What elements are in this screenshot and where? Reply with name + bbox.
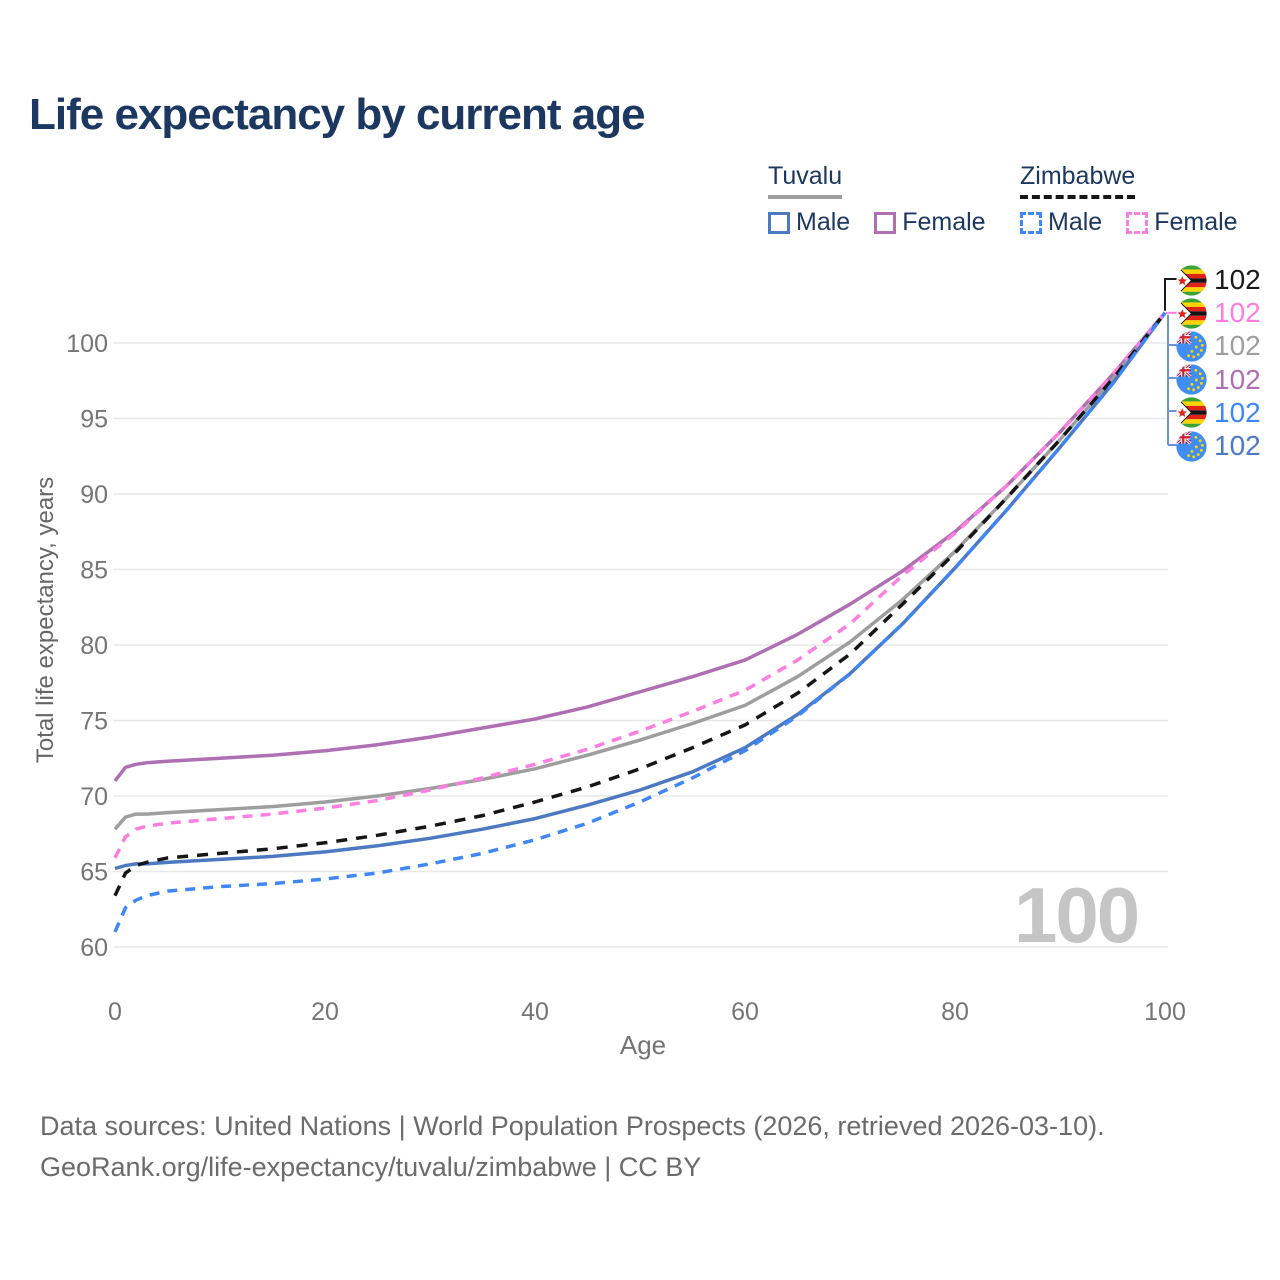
page-title: Life expectancy by current age xyxy=(29,90,646,139)
series-line-zimbabwe-both-sexes[interactable] xyxy=(113,311,1167,897)
series-line-tuvalu-female[interactable] xyxy=(113,311,1167,782)
series-line-zimbabwe-male[interactable] xyxy=(113,311,1167,933)
legend-label: Male xyxy=(1048,208,1103,236)
zimbabwe-male-swatch-icon xyxy=(1020,211,1042,234)
leader-line-black xyxy=(1164,278,1177,311)
tuvalu-flag-icon xyxy=(1176,331,1207,362)
x-tick-label: 100 xyxy=(1144,998,1186,1026)
legend-item-tuvalu-female[interactable]: Female xyxy=(874,208,986,237)
end-label-value: 102 xyxy=(1214,330,1261,362)
legend-label: Female xyxy=(1154,208,1238,236)
y-tick-label: 95 xyxy=(80,406,108,434)
zimbabwe-flag-icon xyxy=(1176,397,1207,428)
x-tick-label: 80 xyxy=(941,998,969,1026)
legend-label: Male xyxy=(796,208,851,236)
y-tick-label: 100 xyxy=(66,330,108,358)
footer: Data sources: United Nations | World Pop… xyxy=(40,1106,1105,1188)
zimbabwe-female-swatch-icon xyxy=(1126,211,1149,234)
end-label-value: 102 xyxy=(1214,430,1261,461)
end-label-row-tuvalu[interactable]: 102 xyxy=(1176,429,1261,463)
end-label-row-zimbabwe[interactable]: 102 xyxy=(1176,263,1261,297)
y-tick-label: 80 xyxy=(80,632,108,660)
y-axis-title: Total life expectancy, years xyxy=(32,476,59,764)
end-label-row-tuvalu[interactable]: 102 xyxy=(1176,363,1261,397)
end-label-row-zimbabwe[interactable]: 102 xyxy=(1176,296,1261,330)
legend-title-zimbabwe[interactable]: Zimbabwe xyxy=(1020,162,1136,199)
y-tick-label: 70 xyxy=(80,783,108,811)
end-label-value: 102 xyxy=(1214,264,1261,295)
leader-bracket-blue xyxy=(1167,314,1177,446)
end-label-value: 102 xyxy=(1214,396,1261,428)
legend-item-tuvalu-male[interactable]: Male xyxy=(768,208,850,237)
footer-url[interactable]: GeoRank.org/life-expectancy/tuvalu/zimba… xyxy=(40,1152,702,1182)
series-line-tuvalu-both-sexes[interactable] xyxy=(113,311,1167,831)
end-label-row-zimbabwe[interactable]: 102 xyxy=(1176,396,1261,430)
legend-group-tuvalu: Tuvalu Male Female xyxy=(768,162,1010,237)
footer-data-sources: Data sources: United Nations | World Pop… xyxy=(40,1111,1105,1141)
x-tick-label: 0 xyxy=(108,998,122,1026)
zimbabwe-flag-icon xyxy=(1176,265,1207,296)
tuvalu-flag-icon xyxy=(1176,364,1207,395)
series-line-zimbabwe-female[interactable] xyxy=(113,311,1167,859)
legend-item-zimbabwe-female[interactable]: Female xyxy=(1126,208,1238,237)
x-tick-label: 60 xyxy=(731,998,759,1026)
x-tick-label: 20 xyxy=(311,998,339,1026)
age-frame-counter: 100 xyxy=(1014,871,1140,959)
y-tick-label: 60 xyxy=(80,934,108,962)
series-line-tuvalu-male[interactable] xyxy=(114,311,1167,871)
tuvalu-male-swatch-icon xyxy=(768,211,790,234)
x-tick-label: 40 xyxy=(521,998,549,1026)
tuvalu-flag-icon xyxy=(1176,431,1207,462)
legend-item-zimbabwe-male[interactable]: Male xyxy=(1020,208,1102,237)
y-tick-label: 65 xyxy=(80,859,108,887)
y-tick-label: 85 xyxy=(80,557,108,585)
y-tick-label: 90 xyxy=(80,481,108,509)
legend-group-zimbabwe: Zimbabwe Male Female xyxy=(1020,162,1262,237)
tuvalu-female-swatch-icon xyxy=(874,211,897,234)
end-label-value: 102 xyxy=(1214,363,1261,395)
x-axis-title: Age xyxy=(619,1030,667,1060)
y-tick-label: 75 xyxy=(80,708,108,736)
zimbabwe-flag-icon xyxy=(1176,298,1207,329)
legend-title-tuvalu[interactable]: Tuvalu xyxy=(768,162,843,199)
end-label-row-tuvalu[interactable]: 102 xyxy=(1176,329,1261,363)
legend-label: Female xyxy=(902,208,986,236)
end-label-value: 102 xyxy=(1214,297,1261,329)
